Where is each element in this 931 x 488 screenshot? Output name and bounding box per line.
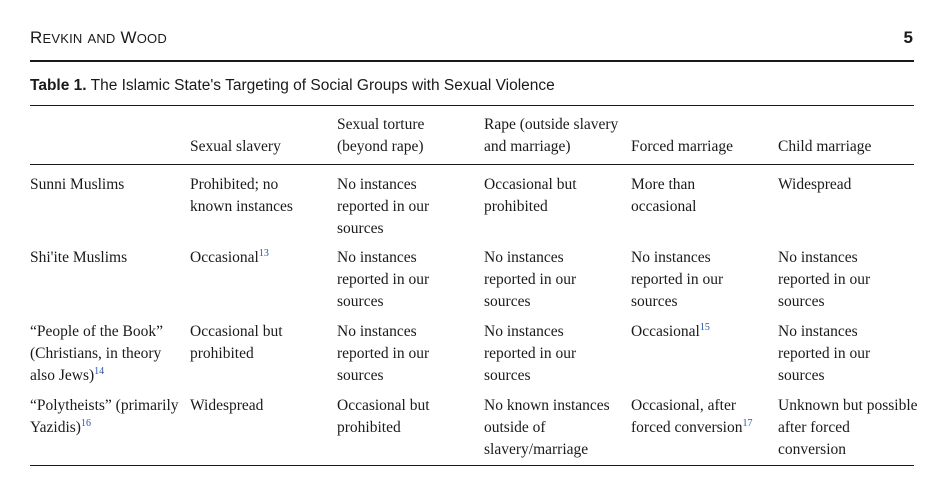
- table-cell: Occasional13: [190, 247, 269, 266]
- col-header-child-marriage: Child marriage: [778, 138, 872, 155]
- table-row-group-label: Shi'ite Muslims: [30, 249, 128, 266]
- table-cell: Occasional, after forced conversion17: [631, 397, 753, 436]
- table-cell: Occasional15: [631, 321, 710, 340]
- table-cell: Occasional but prohibited: [190, 323, 283, 362]
- table-header-rule: [30, 164, 914, 165]
- table-row-group-label: Sunni Muslims: [30, 176, 125, 193]
- table-cell: No instances reported in our sources: [484, 323, 577, 384]
- col-header-forced-marriage: Forced marriage: [631, 138, 733, 155]
- table-cell: No instances reported in our sources: [337, 249, 430, 310]
- table-cell: Occasional but prohibited: [484, 176, 577, 215]
- table-row-group-label: “People of the Book” (Christians, in the…: [30, 323, 164, 384]
- table-row-group-label: “Polytheists” (primarily Yazidis)16: [30, 397, 179, 436]
- caption-title: The Islamic State's Targeting of Social …: [90, 77, 555, 94]
- table-cell: No instances reported in our sources: [778, 249, 871, 310]
- table-cell: Widespread: [190, 397, 264, 414]
- table-top-rule: [30, 105, 914, 106]
- author-line: REVKIN AND WOOD: [30, 28, 167, 47]
- table-cell: Occasional but prohibited: [337, 397, 430, 436]
- table-cell: No instances reported in our sources: [337, 323, 430, 384]
- header-rule: [30, 60, 914, 62]
- footnote-ref: 14: [94, 365, 105, 377]
- footnote-ref: 15: [699, 321, 710, 333]
- caption-label: Table 1.: [30, 77, 87, 94]
- col-header-sexual-torture: Sexual torture (beyond rape): [337, 116, 425, 155]
- table-cell: No instances reported in our sources: [484, 249, 577, 310]
- footnote-ref: 13: [258, 247, 269, 259]
- col-header-rape: Rape (outside slavery and marriage): [484, 116, 619, 155]
- table-cell: More than occasional: [631, 176, 697, 215]
- table-cell: No known instances outside of slavery/ma…: [484, 397, 610, 458]
- table-cell: Widespread: [778, 176, 852, 193]
- table-cell: No instances reported in our sources: [778, 323, 871, 384]
- page-number: 5: [903, 28, 913, 47]
- table-cell: No instances reported in our sources: [337, 176, 430, 237]
- col-header-sexual-slavery: Sexual slavery: [190, 138, 281, 155]
- table-cell: No instances reported in our sources: [631, 249, 724, 310]
- running-header-authors: REVKIN AND WOOD: [30, 28, 167, 48]
- table-caption: Table 1. The Islamic State's Targeting o…: [30, 77, 555, 95]
- table-cell: Unknown but possible after forced conver…: [778, 397, 918, 458]
- footnote-ref: 17: [742, 417, 753, 429]
- table-cell: Prohibited; no known instances: [190, 176, 293, 215]
- footnote-ref: 16: [80, 417, 91, 429]
- table-bottom-rule: [30, 465, 914, 466]
